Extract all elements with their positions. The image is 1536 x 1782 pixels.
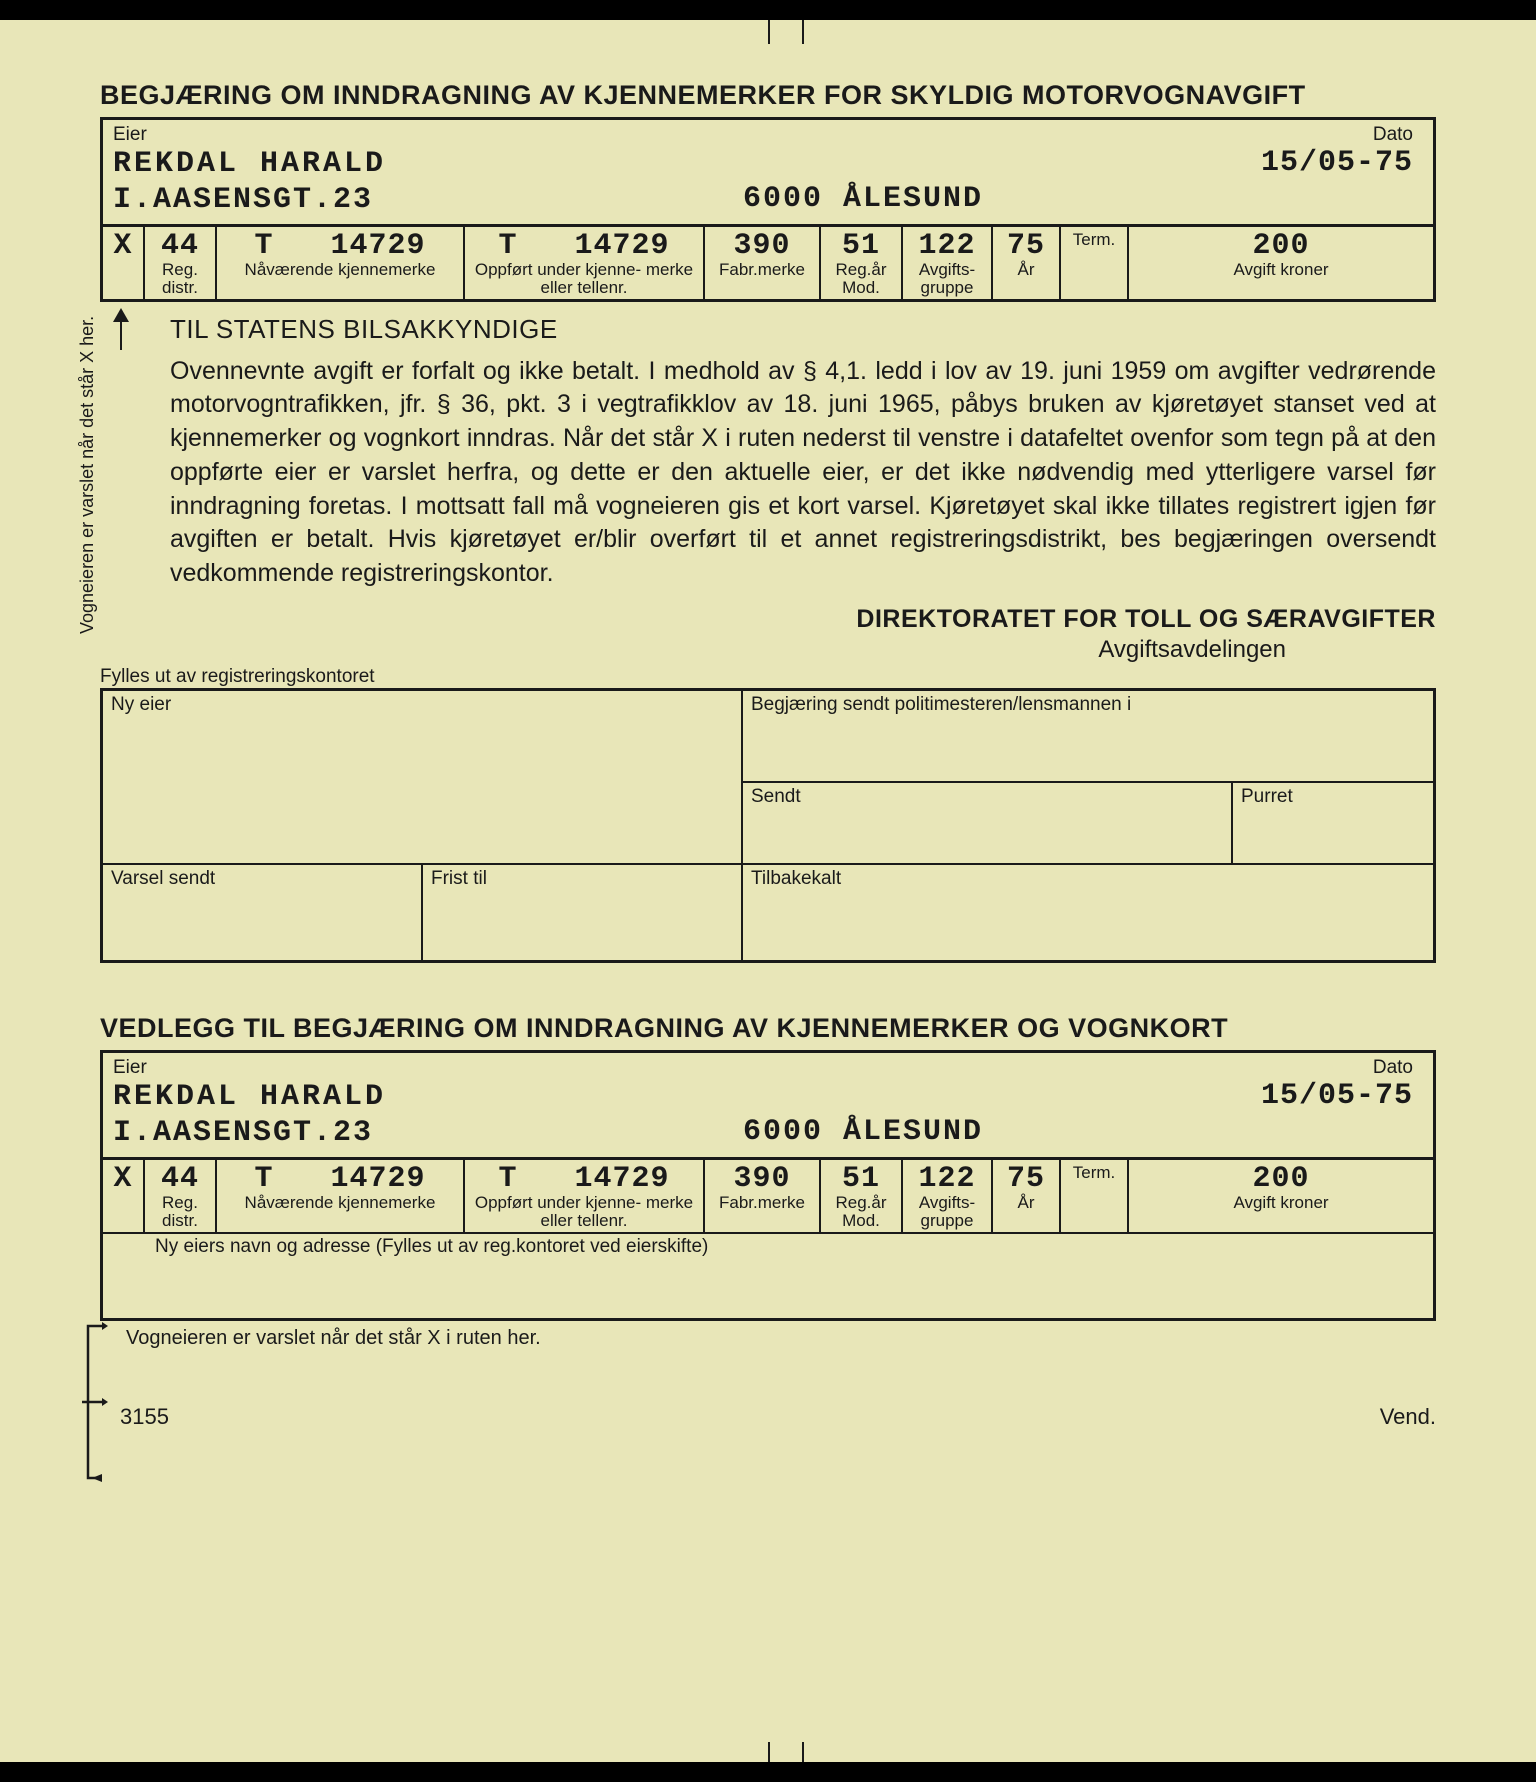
owner-city: 6000 ÅLESUND — [743, 182, 983, 218]
owner-address-2: I.AASENSGT.23 — [113, 1115, 743, 1151]
cell-purret: Purret — [1233, 783, 1433, 865]
owner-label-2: Eier — [113, 1057, 743, 1079]
owner-row-2: Eier REKDAL HARALD I.AASENSGT.23 6000 ÅL… — [103, 1053, 1433, 1160]
signatory-1: DIREKTORATET FOR TOLL OG SÆRAVGIFTER — [170, 605, 1436, 634]
cell-avgiftsgruppe: 122Avgifts- gruppe — [903, 227, 993, 299]
owner-name-2: REKDAL HARALD — [113, 1079, 743, 1115]
grid-row-2: Sendt Purret — [103, 783, 1433, 865]
owner-city-2: 6000 ÅLESUND — [743, 1115, 983, 1151]
form-footer: 3155 Vend. — [120, 1404, 1436, 1430]
cell2-oppfort: T 14729Oppført under kjenne- merke eller… — [465, 1160, 705, 1232]
bracket-icon — [80, 1322, 108, 1482]
section2: VEDLEGG TIL BEGJÆRING OM INNDRAGNING AV … — [100, 1013, 1436, 1430]
cell2-fabrmerke: 390Fabr.merke — [705, 1160, 821, 1232]
cell-tilbakekalt: Tilbakekalt — [743, 865, 1433, 960]
owner-address: I.AASENSGT.23 — [113, 182, 743, 218]
subtitle: TIL STATENS BILSAKKYNDIGE — [170, 314, 1436, 345]
cell-varsel-sendt: Varsel sendt — [103, 865, 423, 960]
owner-label: Eier — [113, 124, 743, 146]
cell2-x: X — [103, 1160, 145, 1232]
cell-x: X — [103, 227, 145, 299]
cell-kjennemerke: T 14729Nåværende kjennemerke — [217, 227, 465, 299]
cell-ny-eier-cont — [103, 783, 743, 865]
section1-title: BEGJÆRING OM INNDRAGNING AV KJENNEMERKER… — [100, 80, 1436, 111]
vertical-note: Vogneieren er varslet når det står X her… — [100, 314, 140, 664]
registration-tick-top — [768, 20, 770, 44]
arrow-line — [120, 320, 122, 350]
grid-row-3: Varsel sendt Frist til Tilbakekalt — [103, 865, 1433, 960]
cell-aar: 75År — [993, 227, 1061, 299]
cell-frist-til: Frist til — [423, 865, 743, 960]
cell-begj-sendt: Begjæring sendt politimesteren/lensmanne… — [743, 691, 1433, 783]
body-text: TIL STATENS BILSAKKYNDIGE Ovennevnte avg… — [140, 314, 1436, 664]
fill-note: Fylles ut av registreringskontoret — [100, 666, 1436, 688]
section2-box: Eier REKDAL HARALD I.AASENSGT.23 6000 ÅL… — [100, 1050, 1436, 1321]
owner-block: Eier REKDAL HARALD I.AASENSGT.23 — [113, 124, 743, 218]
registration-grid: Ny eier Begjæring sendt politimesteren/l… — [100, 688, 1436, 963]
owner-row: Eier REKDAL HARALD I.AASENSGT.23 6000 ÅL… — [103, 120, 1433, 227]
date-block-2: Dato 15/05-75 — [1233, 1057, 1423, 1151]
cell-fabrmerke: 390Fabr.merke — [705, 227, 821, 299]
date-block: Dato 15/05-75 — [1233, 124, 1423, 218]
cell2-avgiftsgruppe: 122Avgifts- gruppe — [903, 1160, 993, 1232]
signatory-2: Avgiftsavdelingen — [170, 636, 1436, 664]
cell2-kjennemerke: T 14729Nåværende kjennemerke — [217, 1160, 465, 1232]
cell2-term: Term. — [1061, 1160, 1129, 1232]
data-row-2: X 44Reg. distr. T 14729Nåværende kjennem… — [103, 1160, 1433, 1232]
cell2-regaar: 51Reg.år Mod. — [821, 1160, 903, 1232]
new-owner-row: Ny eiers navn og adresse (Fylles ut av r… — [103, 1232, 1433, 1318]
section1-box: Eier REKDAL HARALD I.AASENSGT.23 6000 ÅL… — [100, 117, 1436, 302]
form-page: BEGJÆRING OM INNDRAGNING AV KJENNEMERKER… — [0, 20, 1536, 1762]
cell-oppfort: T 14729Oppført under kjenne- merke eller… — [465, 227, 705, 299]
data-row-1: X 44Reg. distr. T 14729Nåværende kjennem… — [103, 227, 1433, 299]
grid-row-1: Ny eier Begjæring sendt politimesteren/l… — [103, 691, 1433, 783]
cell-sendt: Sendt — [743, 783, 1233, 865]
date-value-2: 15/05-75 — [1233, 1079, 1413, 1113]
cell-regdistr: 44Reg. distr. — [145, 227, 217, 299]
cell2-avgift: 200Avgift kroner — [1129, 1160, 1433, 1232]
date-label: Dato — [1233, 124, 1413, 146]
form-number: 3155 — [120, 1404, 169, 1430]
cell-avgift: 200Avgift kroner — [1129, 227, 1433, 299]
foot-note: Vogneieren er varslet når det står X i r… — [126, 1327, 1436, 1350]
date-label-2: Dato — [1233, 1057, 1413, 1079]
date-value: 15/05-75 — [1233, 146, 1413, 180]
vend-label: Vend. — [1380, 1404, 1436, 1430]
registration-tick-bottom — [768, 1742, 770, 1762]
cell-ny-eier: Ny eier — [103, 691, 743, 783]
paragraph: Ovennevnte avgift er forfalt og ikke bet… — [170, 355, 1436, 591]
owner-block-2: Eier REKDAL HARALD I.AASENSGT.23 — [113, 1057, 743, 1151]
vertical-note-text: Vogneieren er varslet når det står X her… — [77, 254, 98, 634]
cell-term: Term. — [1061, 227, 1129, 299]
cell-regaar: 51Reg.år Mod. — [821, 227, 903, 299]
cell2-regdistr: 44Reg. distr. — [145, 1160, 217, 1232]
owner-name: REKDAL HARALD — [113, 146, 743, 182]
body-section: Vogneieren er varslet når det står X her… — [100, 314, 1436, 664]
section2-title: VEDLEGG TIL BEGJÆRING OM INNDRAGNING AV … — [100, 1013, 1436, 1044]
cell2-aar: 75År — [993, 1160, 1061, 1232]
